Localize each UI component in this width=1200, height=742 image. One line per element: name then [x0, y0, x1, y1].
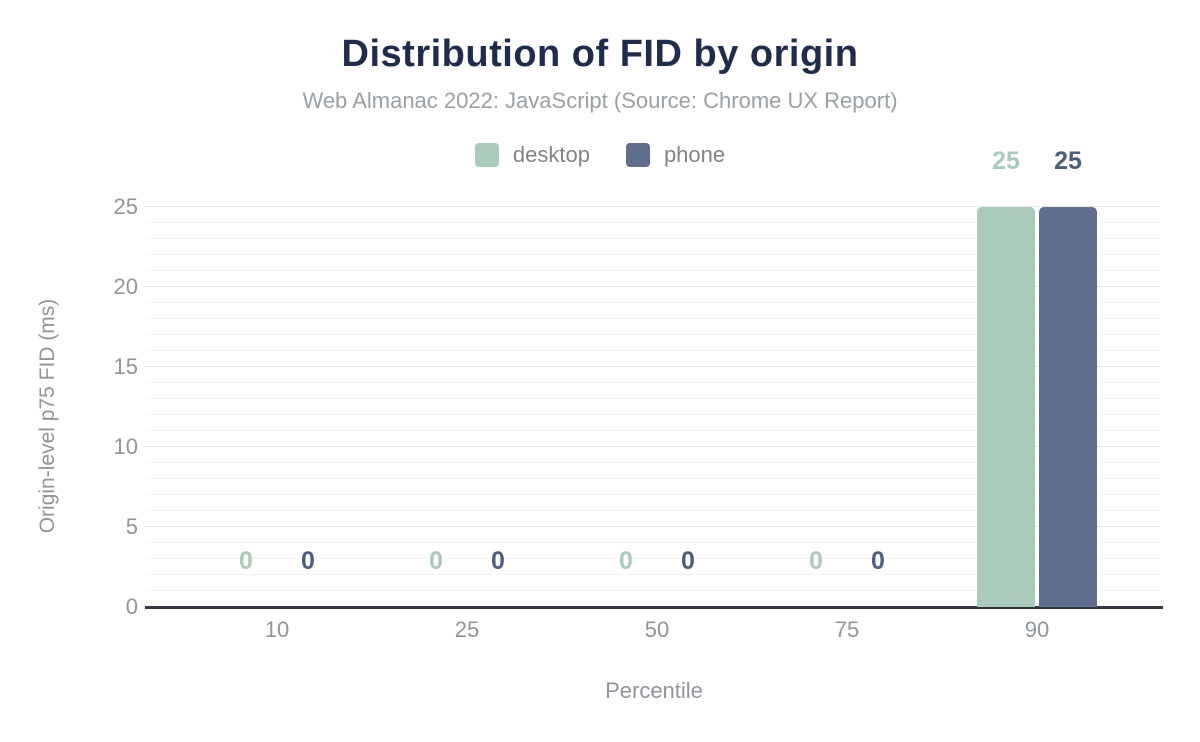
legend: desktop phone	[0, 141, 1200, 169]
y-tick-label-15: 15	[113, 354, 138, 379]
minor-gridline	[145, 238, 1160, 239]
x-tick-label-50: 50	[644, 617, 670, 642]
chart-subtitle: Web Almanac 2022: JavaScript (Source: Ch…	[302, 88, 898, 113]
y-axis-title: Origin-level p75 FID (ms)	[36, 298, 59, 534]
major-gridline	[145, 206, 1160, 207]
bar-phone-p90[interactable]	[1039, 207, 1097, 607]
chart-title: Distribution of FID by origin	[341, 33, 859, 75]
minor-gridline	[145, 334, 1160, 335]
value-label-desktop-p25: 0	[429, 547, 443, 575]
x-tick-label-10: 10	[264, 617, 290, 642]
y-tick-label-20: 20	[113, 274, 138, 299]
minor-gridline	[145, 302, 1160, 303]
minor-gridline	[145, 270, 1160, 271]
minor-gridline	[145, 462, 1160, 463]
x-axis-title: Percentile	[605, 678, 703, 703]
minor-gridline	[145, 478, 1160, 479]
value-label-phone-p25: 0	[491, 547, 505, 575]
x-tick-label-90: 90	[1024, 617, 1050, 642]
minor-gridline	[145, 430, 1160, 431]
minor-gridline	[145, 542, 1160, 543]
minor-gridline	[145, 254, 1160, 255]
legend-swatch-phone	[625, 143, 650, 167]
legend-item-phone[interactable]: phone	[625, 142, 726, 168]
value-label-desktop-p10: 0	[239, 547, 253, 575]
value-label-desktop-p50: 0	[619, 547, 633, 575]
x-axis-line	[145, 606, 1163, 609]
minor-gridline	[145, 222, 1160, 223]
minor-gridline	[145, 398, 1160, 399]
x-tick-label-25: 25	[454, 617, 480, 642]
minor-gridline	[145, 350, 1160, 351]
minor-gridline	[145, 414, 1160, 415]
minor-gridline	[145, 558, 1160, 559]
minor-gridline	[145, 318, 1160, 319]
x-tick-label-75: 75	[834, 617, 860, 642]
value-label-phone-p90: 25	[1054, 147, 1082, 175]
legend-label-phone: phone	[663, 142, 726, 167]
major-gridline	[145, 286, 1160, 287]
minor-gridline	[145, 574, 1160, 575]
legend-label-desktop: desktop	[512, 142, 590, 167]
value-label-phone-p75: 0	[871, 547, 885, 575]
plot-area: 0 0 10 0 0 25 0 0 50 0 0 75 25 25 90	[145, 149, 1163, 642]
major-gridline	[145, 446, 1160, 447]
minor-gridline	[145, 494, 1160, 495]
major-gridline	[145, 366, 1160, 367]
value-label-phone-p10: 0	[301, 547, 315, 575]
minor-gridline	[145, 382, 1160, 383]
value-label-desktop-p90: 25	[992, 147, 1020, 175]
major-gridline	[145, 526, 1160, 527]
y-tick-label-10: 10	[113, 434, 138, 459]
bar-desktop-p90[interactable]	[977, 207, 1035, 607]
value-label-phone-p50: 0	[681, 547, 695, 575]
y-tick-label-0: 0	[125, 594, 138, 619]
legend-swatch-desktop	[474, 143, 499, 167]
minor-gridline	[145, 590, 1160, 591]
value-label-desktop-p75: 0	[809, 547, 823, 575]
legend-item-desktop[interactable]: desktop	[474, 142, 590, 168]
minor-gridline	[145, 510, 1160, 511]
y-tick-label-5: 5	[125, 514, 138, 539]
y-tick-label-25: 25	[113, 194, 138, 219]
